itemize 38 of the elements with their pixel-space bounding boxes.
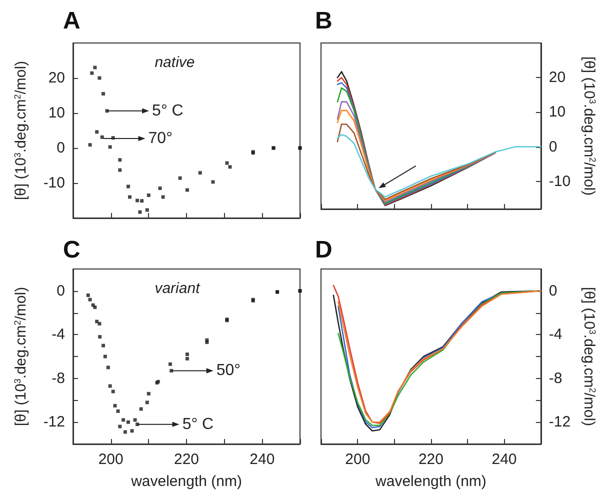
annotation: 5° C bbox=[182, 416, 214, 433]
chart-title: A bbox=[63, 8, 80, 34]
x-tick-label: 200 bbox=[345, 451, 370, 468]
x-axis-title: wavelength (nm) bbox=[130, 473, 242, 490]
y2-axis-title: [θ] (103.deg.cm2/mol) bbox=[580, 56, 598, 196]
y2-tick-label: 10 bbox=[548, 104, 566, 121]
y2-tick-label: 0 bbox=[548, 138, 558, 156]
y2-tick-label: -4 bbox=[548, 326, 562, 344]
chart-title: C bbox=[63, 236, 80, 264]
x-tick-label: 200 bbox=[98, 451, 124, 468]
x-tick-label: 220 bbox=[174, 451, 200, 468]
annotation: native bbox=[154, 54, 195, 71]
chart-title: B bbox=[315, 8, 332, 34]
y-tick-label: -10 bbox=[43, 174, 65, 192]
y-tick-label: -8 bbox=[52, 370, 65, 387]
annotation: variant bbox=[154, 280, 201, 297]
annotation: 70° bbox=[148, 130, 172, 148]
y-axis-title: [θ] (103.deg.cm2/mol) bbox=[12, 60, 30, 200]
y2-tick-label: 20 bbox=[548, 69, 566, 86]
x-axis-title: wavelength (nm) bbox=[374, 473, 486, 490]
y2-tick-label: -10 bbox=[548, 172, 571, 190]
x-tick-label: 240 bbox=[492, 451, 517, 468]
y-tick-label: -4 bbox=[52, 326, 65, 344]
y-tick-label: -12 bbox=[43, 414, 65, 431]
y2-axis-title: [θ] (103.deg.cm2/mol) bbox=[580, 286, 598, 426]
x-tick-label: 240 bbox=[250, 451, 275, 468]
y-tick-label: 0 bbox=[56, 282, 65, 300]
annotation: 50° bbox=[216, 362, 241, 380]
y2-tick-label: -12 bbox=[548, 414, 571, 431]
y-axis-title: [θ] (103.deg.cm2/mol) bbox=[12, 286, 30, 426]
y2-tick-label: 0 bbox=[548, 282, 558, 300]
y-tick-label: 20 bbox=[48, 70, 65, 86]
y-tick-label: 0 bbox=[56, 140, 65, 156]
y-tick-label: 10 bbox=[48, 104, 65, 122]
x-tick-label: 220 bbox=[418, 451, 444, 468]
chart-title: D bbox=[315, 236, 332, 264]
annotation: 5° C bbox=[152, 102, 184, 120]
y2-tick-label: -8 bbox=[548, 370, 562, 387]
